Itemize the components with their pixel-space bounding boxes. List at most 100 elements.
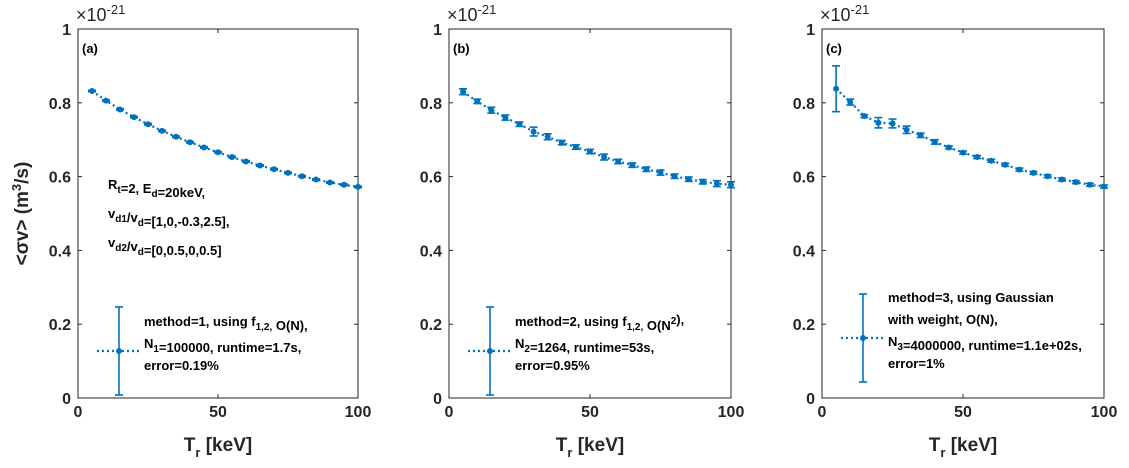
annotation-line: vd2/vd=[0,0.5,0,0.5] bbox=[108, 235, 222, 258]
series bbox=[832, 65, 1108, 190]
y-tick-label: 0.4 bbox=[420, 243, 442, 260]
data-point bbox=[889, 120, 896, 127]
y-tick-label: 1 bbox=[62, 22, 71, 39]
y-tick-label: 0.2 bbox=[420, 317, 442, 334]
data-point bbox=[931, 138, 938, 145]
data-point bbox=[355, 183, 361, 190]
data-point bbox=[558, 139, 565, 146]
data-point bbox=[201, 144, 207, 151]
data-point bbox=[945, 144, 952, 151]
x-axis-label: Tr [keV] bbox=[556, 435, 624, 460]
data-point bbox=[713, 180, 720, 187]
data-point bbox=[131, 114, 137, 121]
y-tick-label: 0.6 bbox=[793, 170, 815, 187]
y-tick-label: 0 bbox=[806, 391, 815, 408]
data-point bbox=[1030, 169, 1037, 176]
y-tick-label: 0.6 bbox=[49, 170, 71, 187]
data-point bbox=[145, 121, 151, 128]
data-point bbox=[587, 148, 593, 155]
panel-label: (c) bbox=[826, 41, 842, 56]
x-axis-label: Tr [keV] bbox=[929, 435, 997, 460]
y-exponent: ×10-21 bbox=[76, 2, 125, 25]
data-point bbox=[601, 154, 608, 161]
data-point bbox=[173, 133, 179, 140]
data-point bbox=[159, 127, 165, 134]
data-point bbox=[257, 162, 263, 169]
x-tick-label: 0 bbox=[445, 404, 454, 421]
data-point bbox=[615, 158, 622, 165]
legend-text: error=0.95% bbox=[515, 358, 590, 373]
data-point bbox=[974, 154, 981, 161]
legend-text: N2=1264, runtime=53s, bbox=[515, 336, 654, 355]
y-tick-label: 0.2 bbox=[793, 317, 815, 334]
annotation-line: vd1/vd=[1,0,-0.3,2.5], bbox=[108, 206, 230, 229]
y-exponent: ×10-21 bbox=[820, 2, 869, 25]
data-point bbox=[917, 132, 924, 139]
panel-3: 0 0.2 0.4 0.6 0.8 1 0 50 100 ×10-21 Tr [keV] (c) met… bbox=[793, 2, 1118, 460]
data-point bbox=[861, 113, 868, 120]
panel-label: (b) bbox=[453, 41, 470, 56]
data-point bbox=[299, 173, 305, 180]
legend-marker bbox=[487, 348, 493, 354]
data-point bbox=[117, 106, 123, 113]
legend-marker bbox=[116, 348, 122, 354]
data-point bbox=[643, 166, 650, 173]
data-point bbox=[1072, 179, 1079, 186]
data-point bbox=[243, 158, 249, 165]
data-point bbox=[903, 126, 910, 133]
series bbox=[459, 87, 735, 189]
legend-text: N1=100000, runtime=1.7s, bbox=[144, 336, 301, 355]
data-point bbox=[530, 128, 537, 135]
data-point bbox=[229, 154, 235, 161]
x-tick-label: 100 bbox=[718, 404, 745, 421]
y-tick-label: 1 bbox=[806, 22, 815, 39]
data-point bbox=[89, 87, 95, 94]
y-tick-label: 0.8 bbox=[793, 96, 815, 113]
x-tick-label: 50 bbox=[209, 404, 227, 421]
data-point bbox=[671, 173, 678, 180]
x-tick-label: 100 bbox=[345, 404, 372, 421]
data-point bbox=[516, 121, 523, 128]
y-exponent: ×10-21 bbox=[447, 2, 496, 25]
data-point bbox=[285, 169, 291, 176]
data-point bbox=[1101, 183, 1107, 190]
data-point bbox=[313, 176, 319, 183]
legend: method=2, using f1,2, O(N2), N2=1264, run… bbox=[468, 306, 684, 396]
y-tick-label: 0.2 bbox=[49, 317, 71, 334]
data-point bbox=[502, 114, 509, 121]
x-tick-label: 0 bbox=[818, 404, 827, 421]
plot-frame bbox=[77, 28, 359, 399]
data-point bbox=[1016, 166, 1023, 173]
data-point bbox=[629, 162, 636, 169]
data-point bbox=[572, 144, 579, 151]
y-tick-label: 0.8 bbox=[420, 96, 442, 113]
y-axis-label: <σv> (m3/s) bbox=[9, 162, 33, 266]
legend-text: error=1% bbox=[888, 356, 945, 371]
legend-text: error=0.19% bbox=[144, 358, 219, 373]
legend-text: method=1, using f1,2, O(N), bbox=[144, 314, 308, 333]
data-point bbox=[327, 179, 333, 186]
data-point bbox=[215, 149, 221, 156]
legend-text: method=3, using Gaussian bbox=[888, 290, 1054, 305]
x-axis-label: Tr [keV] bbox=[184, 435, 252, 460]
data-point bbox=[833, 85, 840, 92]
legend-text: N3=4000000, runtime=1.1e+02s, bbox=[888, 334, 1082, 353]
x-tick-label: 50 bbox=[954, 404, 972, 421]
y-tick-label: 0.4 bbox=[49, 243, 71, 260]
data-point bbox=[271, 166, 277, 173]
panel-1: 0 0.2 0.4 0.6 0.8 1 0 50 100 ×10-21 Tr [keV] <σv> (… bbox=[9, 2, 371, 460]
legend: method=3, using Gaussian with weight, O(N… bbox=[841, 290, 1082, 383]
y-tick-label: 0.4 bbox=[793, 243, 815, 260]
panel-label: (a) bbox=[82, 41, 98, 56]
x-tick-label: 50 bbox=[581, 404, 599, 421]
data-point bbox=[685, 176, 692, 183]
y-tick-label: 0 bbox=[433, 391, 442, 408]
y-tick-label: 1 bbox=[433, 22, 442, 39]
y-tick-label: 0.8 bbox=[49, 96, 71, 113]
data-point bbox=[187, 139, 193, 146]
data-point bbox=[488, 107, 495, 114]
legend-text: with weight, O(N), bbox=[887, 312, 998, 327]
x-tick-label: 100 bbox=[1091, 404, 1118, 421]
data-point bbox=[657, 169, 664, 176]
